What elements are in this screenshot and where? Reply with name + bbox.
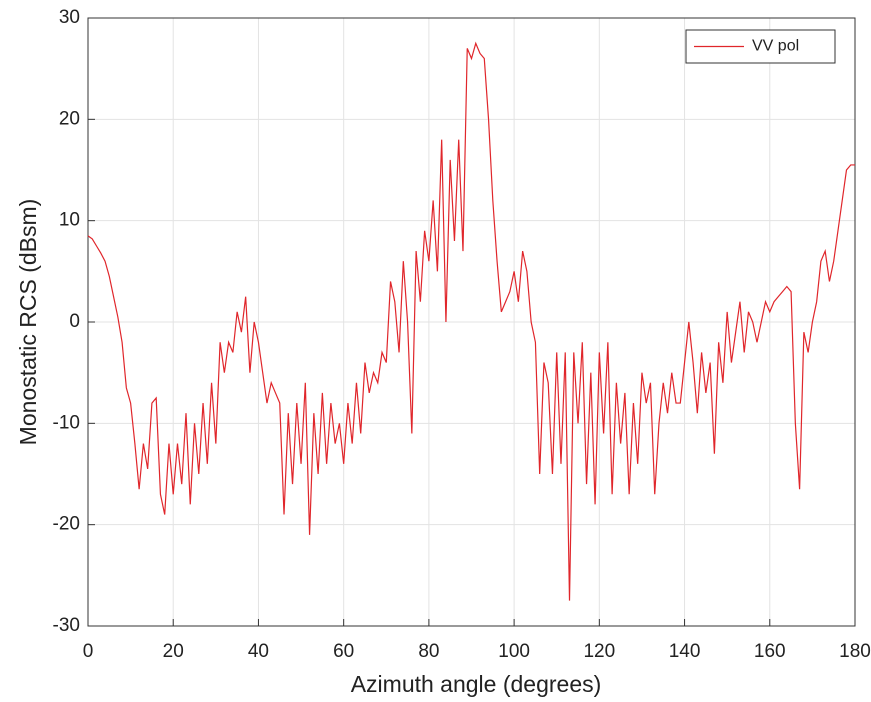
- data-line: [87, 41, 855, 601]
- y-tick-label: -20: [53, 514, 80, 535]
- x-axis-label: Azimuth angle (degrees): [351, 671, 602, 697]
- y-tick-label: 10: [59, 210, 80, 231]
- x-tick-label: 20: [163, 641, 184, 662]
- y-axis-label: Monostatic RCS (dBsm): [15, 199, 41, 446]
- axes-box: [87, 17, 856, 627]
- y-tick-label: -30: [53, 615, 80, 636]
- x-tick-label: 80: [418, 641, 439, 662]
- x-tick-label: 120: [583, 641, 615, 662]
- x-tick-label: 60: [333, 641, 354, 662]
- legend-label: VV pol: [752, 38, 799, 55]
- x-tick-label: 160: [754, 641, 786, 662]
- y-tick-label: -10: [53, 412, 80, 433]
- x-tick-label: 180: [839, 641, 871, 662]
- x-tick-label: 40: [248, 641, 269, 662]
- x-tick-label: 140: [669, 641, 701, 662]
- y-tick-label: 0: [69, 311, 80, 332]
- x-tick-label: 100: [498, 641, 530, 662]
- x-tick-label: 0: [83, 641, 94, 662]
- y-tick-label: 30: [59, 7, 80, 28]
- y-tick-label: 20: [59, 108, 80, 129]
